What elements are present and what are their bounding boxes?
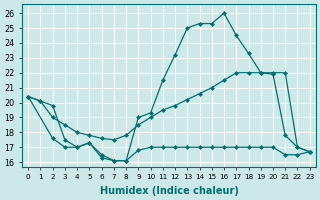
X-axis label: Humidex (Indice chaleur): Humidex (Indice chaleur) [100, 186, 238, 196]
